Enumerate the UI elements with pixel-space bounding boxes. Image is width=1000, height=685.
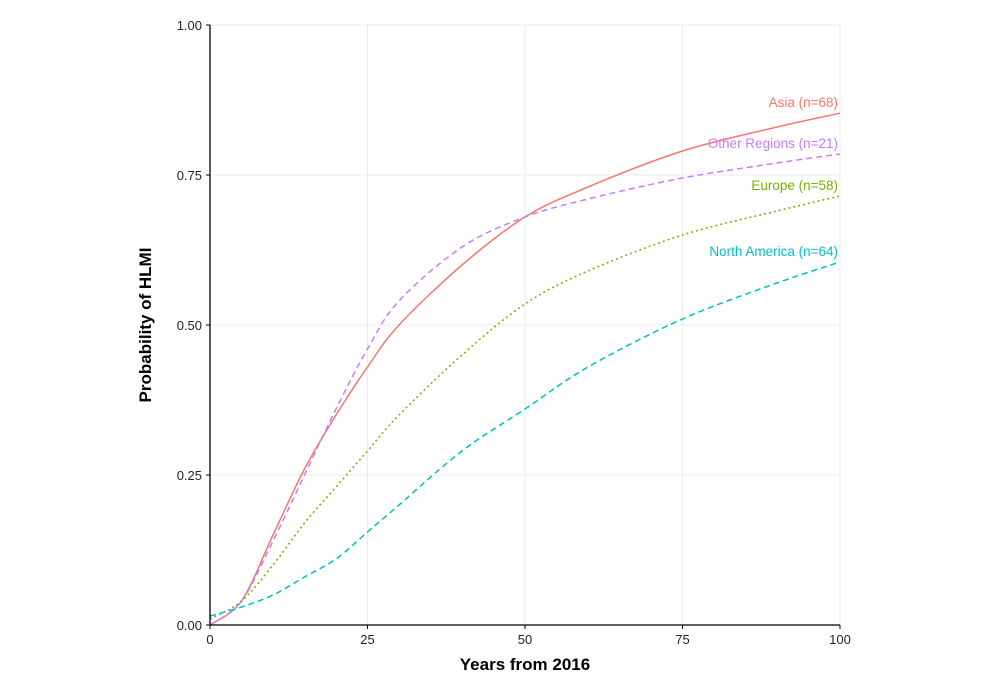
series-line-asia	[209, 112, 841, 626]
x-tick-label: 0	[206, 632, 213, 647]
x-tick-label: 50	[518, 632, 532, 647]
x-tick-label: 100	[829, 632, 851, 647]
y-tick-label: 0.50	[177, 318, 202, 333]
series-labels: Asia (n=68) Other Regions (n=21) Europe (n…	[708, 95, 838, 259]
y-tick-label: 0.25	[177, 468, 202, 483]
y-tick-label: 0.00	[177, 618, 202, 633]
series-label-other-regions: Other Regions (n=21)	[708, 136, 838, 151]
y-tick-label: 0.75	[177, 168, 202, 183]
series-label-europe: Europe (n=58)	[751, 178, 838, 193]
series-label-north-america: North America (n=64)	[709, 244, 838, 259]
series-label-asia: Asia (n=68)	[769, 95, 838, 110]
series-line-other-regions	[209, 153, 841, 626]
grid	[209, 24, 841, 626]
y-axis-title: Probability of HLMI	[136, 248, 155, 403]
y-tick-label: 1.00	[177, 18, 202, 33]
x-axis-title: Years from 2016	[460, 655, 590, 674]
series-line-north-america	[209, 261, 841, 617]
series-lines	[209, 112, 841, 626]
x-tick-label: 25	[360, 632, 374, 647]
ticks: 0 25 50 75 100 0.00 0.25 0.50 0.75 1.00	[177, 18, 851, 647]
x-tick-label: 75	[675, 632, 689, 647]
